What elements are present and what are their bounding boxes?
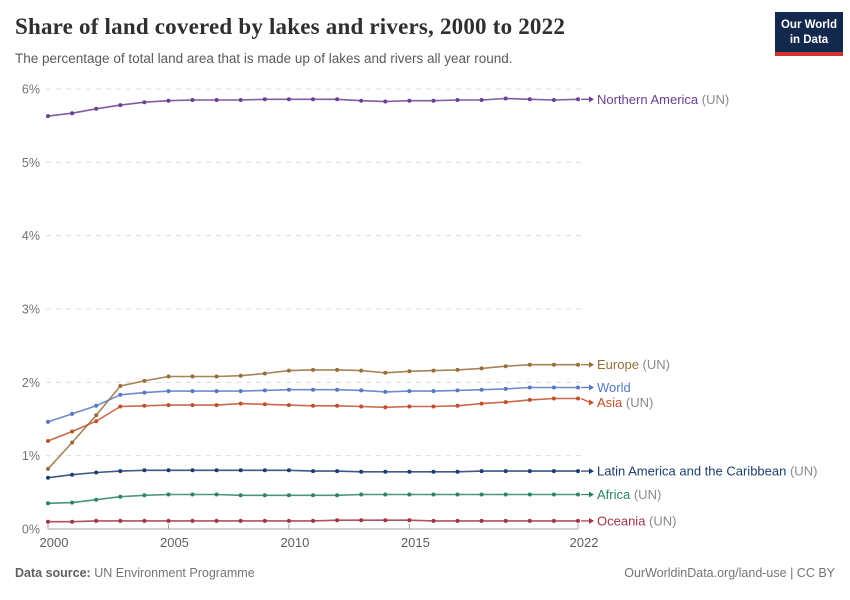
svg-text:Africa (UN): Africa (UN) (597, 487, 661, 502)
series-world (46, 385, 580, 424)
x-tick-label: 2010 (280, 535, 309, 550)
svg-text:Latin America and the Caribbea: Latin America and the Caribbean (UN) (597, 464, 817, 479)
footer: Data source: UN Environment Programme Ou… (15, 566, 835, 580)
chart-grid: 0% 1% 2% 3% 4% 5% 6% (22, 83, 584, 537)
owid-logo-line2: in Data (789, 33, 829, 46)
series-label-oceania[interactable]: Oceania (UN) (581, 513, 676, 528)
series-africa (46, 492, 580, 506)
footer-link[interactable]: OurWorldinData.org/land-use (624, 566, 787, 580)
footer-source-label: Data source: (15, 566, 91, 580)
x-axis: 2000 2005 2010 2015 2022 (40, 524, 599, 550)
series-oceania (46, 518, 580, 524)
y-tick-label: 3% (22, 303, 40, 317)
chart-area: 0% 1% 2% 3% 4% 5% 6% 2000 2005 2010 2015 2022 Northe… (0, 78, 850, 560)
owid-logo[interactable]: Our World in Data (775, 12, 843, 56)
y-tick-label: 4% (22, 229, 40, 243)
svg-text:Asia (UN): Asia (UN) (597, 395, 653, 410)
series-label-world[interactable]: World (581, 380, 631, 395)
series-label-northern-america[interactable]: Northern America (UN) (581, 92, 729, 107)
series-label-europe[interactable]: Europe (UN) (581, 357, 670, 372)
footer-source: Data source: UN Environment Programme (15, 566, 255, 580)
page-subtitle: The percentage of total land area that i… (15, 51, 513, 66)
series-asia (46, 396, 580, 443)
y-tick-label: 5% (22, 156, 40, 170)
series-europe (46, 362, 580, 471)
y-tick-label: 6% (22, 83, 40, 97)
series-northern-america (46, 96, 580, 119)
series-label-asia[interactable]: Asia (UN) (580, 395, 653, 410)
x-tick-label: 2005 (160, 535, 189, 550)
line-chart: 0% 1% 2% 3% 4% 5% 6% 2000 2005 2010 2015 2022 Northe… (22, 83, 817, 551)
series-label-africa[interactable]: Africa (UN) (581, 487, 661, 502)
x-tick-label: 2015 (401, 535, 430, 550)
footer-license: | CC BY (786, 566, 835, 580)
svg-text:Oceania (UN): Oceania (UN) (597, 513, 676, 528)
page-title: Share of land covered by lakes and river… (15, 14, 566, 39)
svg-text:Northern America (UN): Northern America (UN) (597, 92, 729, 107)
x-tick-label: 2022 (570, 535, 599, 550)
x-tick-label: 2000 (40, 535, 69, 550)
y-tick-label: 1% (22, 449, 40, 463)
series-label-latin-america-and-the-caribbean[interactable]: Latin America and the Caribbean (UN) (581, 464, 817, 479)
y-tick-label: 0% (22, 523, 40, 537)
footer-attribution: OurWorldinData.org/land-use | CC BY (624, 566, 835, 580)
y-tick-label: 2% (22, 376, 40, 390)
svg-text:World: World (597, 380, 631, 395)
owid-logo-line1: Our World (780, 19, 837, 31)
series-latin-america-and-the-caribbean (46, 468, 580, 480)
footer-source-value: UN Environment Programme (90, 566, 255, 580)
svg-text:Europe (UN): Europe (UN) (597, 357, 670, 372)
